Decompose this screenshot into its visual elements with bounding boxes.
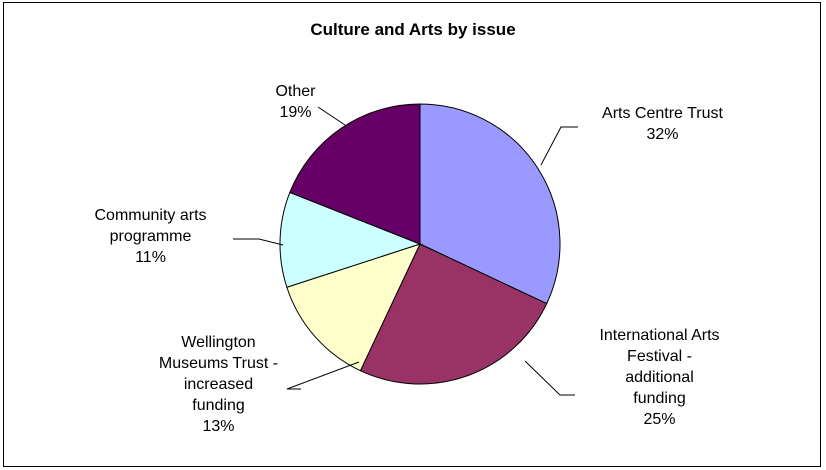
slice-label-2: Wellington Museums Trust - increased fundin… — [131, 332, 306, 437]
slice-label-1-line-1: Festival - — [627, 348, 692, 365]
slice-percent-2: 13% — [202, 418, 235, 435]
slice-label-2-line-2: increased — [183, 376, 254, 393]
leader-line-0 — [540, 126, 578, 166]
slice-label-1: International Arts Festival - additional fu… — [572, 325, 747, 430]
slice-percent-3: 11% — [135, 249, 166, 266]
leader-line-2 — [286, 361, 360, 390]
slice-percent-0: 32% — [646, 126, 679, 143]
leader-line-3 — [233, 238, 284, 246]
slice-label-4: Other 19% — [208, 81, 383, 123]
pie-slice-3 — [279, 191, 422, 288]
slice-label-2-line-1: Museums Trust - — [158, 355, 279, 372]
slice-label-1-line-2: additional — [625, 369, 694, 386]
chart-title: Culture and Arts by issue — [310, 20, 516, 39]
leader-line-1 — [524, 360, 575, 396]
slice-label-1-line-0: International Arts — [599, 327, 720, 344]
slice-label-3: Community arts programme 11% — [63, 205, 238, 268]
leader-lines — [233, 106, 578, 396]
pie-slice-1 — [359, 243, 548, 385]
slice-label-4-line-0: Other — [275, 83, 316, 100]
pie-slice-4 — [289, 103, 421, 245]
leader-line-4 — [317, 106, 346, 126]
slice-label-2-line-0: Wellington — [181, 334, 256, 351]
slice-percent-4: 19% — [279, 104, 312, 121]
pie-slices — [279, 103, 561, 385]
slice-label-3-line-0: Community arts — [94, 207, 207, 224]
slice-percent-1: 25% — [643, 411, 676, 428]
slice-label-0-line-0: Arts Centre Trust — [602, 105, 723, 122]
slice-label-2-line-3: funding — [192, 397, 245, 414]
slice-label-1-line-3: funding — [633, 390, 686, 407]
pie-slice-2 — [286, 243, 421, 372]
slice-label-3-line-1: programme — [109, 228, 192, 245]
slice-label-0: Arts Centre Trust 32% — [575, 103, 750, 145]
pie-slice-0 — [419, 103, 561, 305]
